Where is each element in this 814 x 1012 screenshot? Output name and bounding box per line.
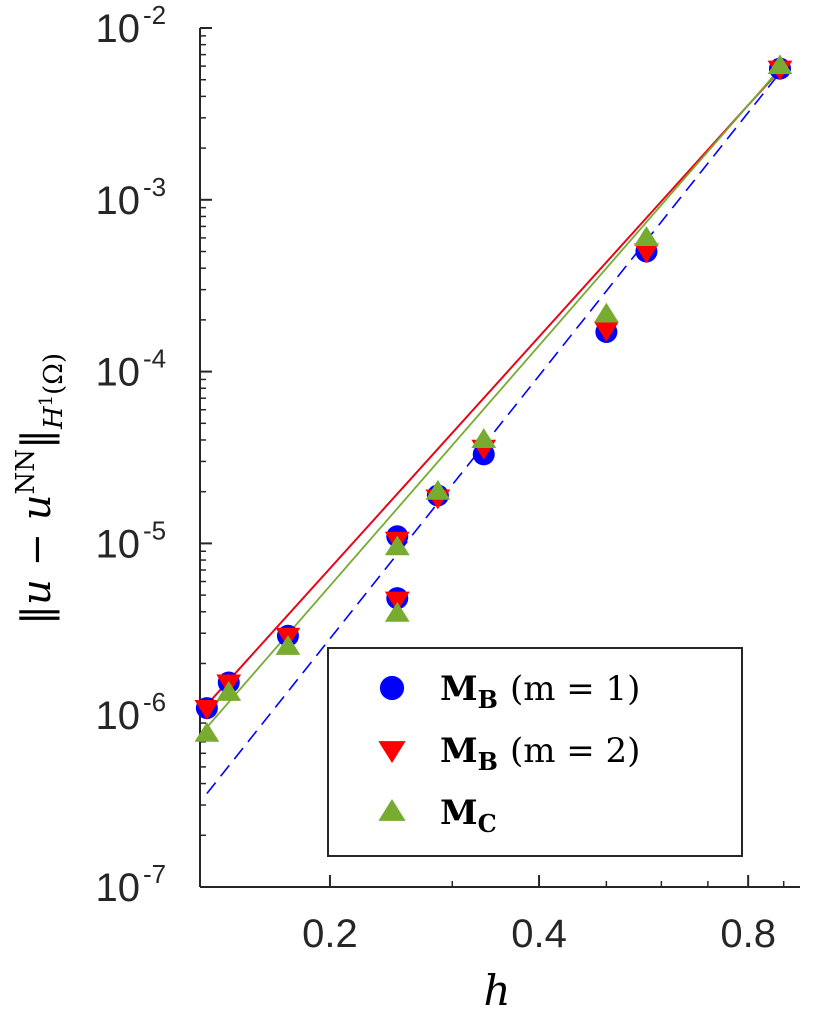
- data-point-series-3: [275, 635, 301, 655]
- y-tick-exponent: -5: [143, 515, 166, 545]
- y-tick-label: 10: [96, 7, 141, 51]
- data-point-series-2: [384, 591, 410, 612]
- data-point-series-3: [634, 226, 659, 246]
- y-axis-ticks: 10-710-610-510-410-310-2: [96, 0, 212, 910]
- legend: MB (m = 1) MB (m = 2) MC: [327, 647, 743, 857]
- y-tick-exponent: -2: [143, 0, 166, 30]
- axes-frame: [199, 28, 800, 888]
- legend-label-1: MB (m = 1): [440, 669, 640, 714]
- data-point-series-2: [194, 700, 220, 720]
- y-tick-exponent: -3: [143, 172, 166, 202]
- y-tick-label: 10: [96, 522, 141, 566]
- legend-marker-1: [379, 675, 405, 701]
- legend-label-3: MC: [440, 793, 497, 838]
- x-axis-label: h: [483, 966, 510, 1012]
- y-tick-exponent: -6: [143, 687, 166, 717]
- y-tick-label: 10: [96, 351, 141, 395]
- data-point-series-3: [767, 54, 793, 75]
- y-tick-exponent: -7: [143, 859, 166, 889]
- svg-text:‖u − uNN‖H1(Ω): ‖u − uNN‖H1(Ω): [11, 353, 69, 625]
- fit-line-series-2: [206, 69, 781, 706]
- legend-label-2: MB (m = 2): [440, 731, 640, 776]
- data-point-series-3: [425, 479, 451, 500]
- fit-lines: [206, 68, 781, 795]
- y-tick-label: 10: [96, 694, 141, 738]
- data-point-series-3: [384, 535, 410, 556]
- y-tick-exponent: -4: [143, 344, 166, 374]
- legend-marker-2: [378, 741, 406, 763]
- fit-line-series-3: [206, 68, 781, 728]
- data-point-series-3: [471, 428, 497, 449]
- x-tick-label: 0.4: [511, 912, 567, 956]
- data-point-series-3: [384, 601, 410, 622]
- data-point-series-2: [634, 243, 659, 264]
- data-point-series-3: [593, 302, 619, 323]
- y-tick-label: 10: [96, 866, 141, 910]
- x-tick-label: 0.8: [720, 912, 776, 956]
- data-point-series-2: [593, 321, 619, 342]
- data-markers: [194, 54, 793, 742]
- data-point-series-3: [194, 721, 220, 742]
- data-point-series-3: [216, 681, 242, 701]
- y-tick-label: 10: [96, 179, 141, 223]
- x-tick-label: 0.2: [302, 912, 358, 956]
- y-axis-label: ‖u − uNN‖H1(Ω): [11, 353, 69, 625]
- legend-marker-3: [378, 799, 406, 821]
- x-axis-ticks: 0.2 0.4 0.8: [302, 875, 785, 956]
